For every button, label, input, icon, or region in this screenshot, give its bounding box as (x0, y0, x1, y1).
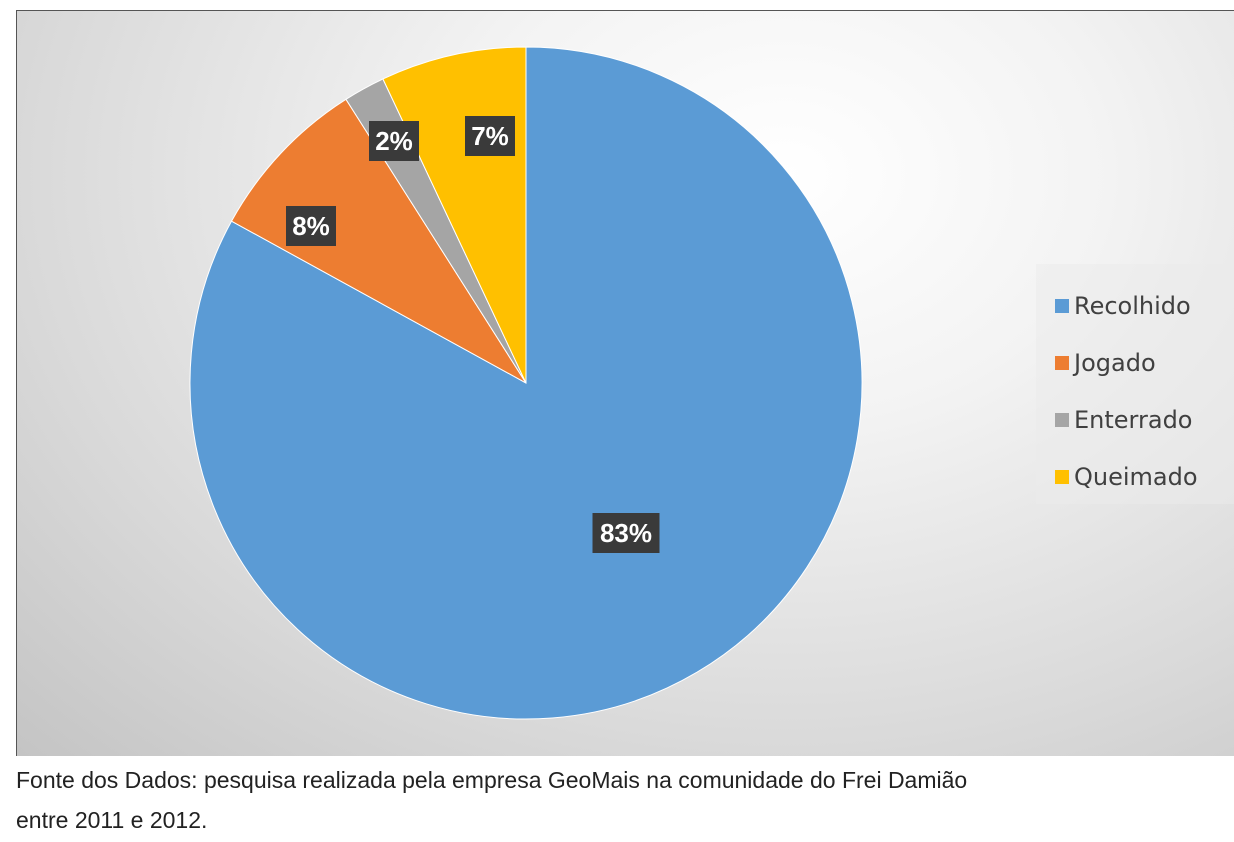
legend-swatch-queimado (1055, 470, 1069, 484)
data-label-text-queimado: 7% (471, 121, 509, 151)
data-label-bg-jogado (286, 206, 336, 246)
legend-swatch-enterrado (1055, 413, 1069, 427)
legend-item-jogado: Jogado (1055, 349, 1156, 377)
data-label-jogado: 8% (286, 206, 336, 246)
data-label-bg-queimado (465, 116, 515, 156)
caption-line-2: entre 2011 e 2012. (16, 807, 208, 833)
legend-item-enterrado: Enterrado (1055, 406, 1193, 434)
caption-line-1: Fonte dos Dados: pesquisa realizada pela… (16, 767, 968, 793)
data-label-queimado: 7% (465, 116, 515, 156)
chart-area: 83% 8% 2% 7% Recolhido Jogado Enterrado Que… (16, 10, 1234, 756)
legend-label-queimado: Queimado (1074, 463, 1198, 491)
data-label-recolhido: 83% (592, 513, 660, 553)
pie-slice-recolhido (189, 46, 863, 720)
legend-swatch-jogado (1055, 356, 1069, 370)
pie-chart: 83% 8% 2% 7% (189, 46, 863, 720)
legend-item-queimado: Queimado (1055, 463, 1198, 491)
pie-slice-jogado (230, 98, 527, 384)
data-label-enterrado: 2% (369, 121, 419, 161)
data-label-text-jogado: 8% (292, 211, 330, 241)
legend-item-recolhido: Recolhido (1055, 292, 1191, 320)
legend-label-enterrado: Enterrado (1074, 406, 1193, 434)
legend-swatch-recolhido (1055, 299, 1069, 313)
legend: Recolhido Jogado Enterrado Queimado (1036, 264, 1234, 504)
legend-label-jogado: Jogado (1074, 349, 1156, 377)
data-label-bg-recolhido (592, 513, 660, 553)
data-label-bg-enterrado (369, 121, 419, 161)
data-label-text-enterrado: 2% (375, 126, 413, 156)
source-caption: Fonte dos Dados: pesquisa realizada pela… (16, 760, 1234, 840)
data-label-text-recolhido: 83% (600, 518, 652, 548)
legend-label-recolhido: Recolhido (1074, 292, 1191, 320)
